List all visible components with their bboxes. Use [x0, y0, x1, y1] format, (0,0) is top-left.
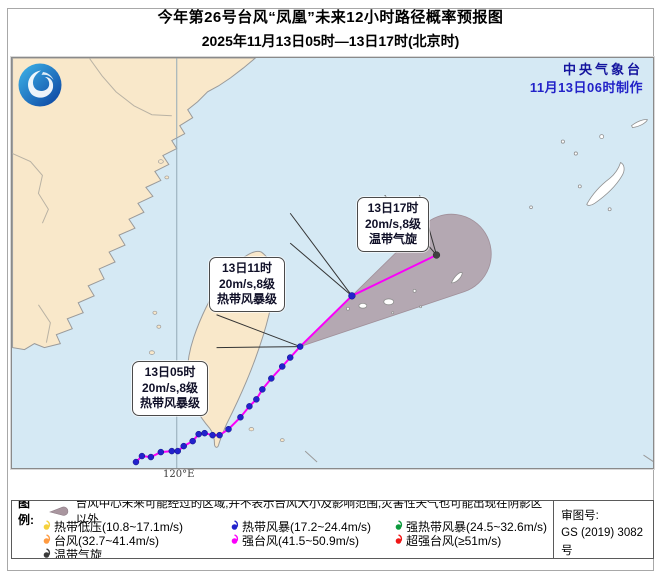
leader-line [289, 242, 353, 297]
track-point [209, 431, 216, 439]
legend-item: 强台风(41.5~50.9m/s) [230, 532, 394, 549]
typhoon-symbol-icon [43, 534, 51, 544]
legend-row: 台风(32.7~41.4m/s) 强台风(41.5~50.9m/s) 超强台风(≥5… [18, 532, 553, 549]
callout-wind: 20m/s,8级 [141, 380, 199, 395]
cone-swatch-icon [49, 506, 69, 516]
typhoon-symbol-icon [43, 520, 51, 530]
leader-line [216, 346, 301, 349]
forecast-point [348, 292, 356, 300]
legend-item: 强热带风暴(24.5~32.6m/s) [394, 518, 553, 535]
callout-category: 热带风暴级 [217, 292, 278, 307]
legend-cone-row: 图例: 台风中心未来可能经过的区域,并不表示台风大小及影响范围,灾害性天气也可能… [18, 501, 553, 527]
legend-row: 热带低压(10.8~17.1m/s) 热带风暴(17.2~24.4m/s) 强热带风… [18, 518, 553, 535]
legend-item-label: 温带气旋 [54, 547, 103, 559]
legend-caption: 图例: [18, 501, 34, 527]
track-point [296, 343, 304, 350]
callout-wind: 20m/s,8级 [365, 216, 422, 231]
typhoon-track [132, 251, 441, 466]
callout-time: 13日05时 [144, 365, 196, 379]
legend-item-label: 强台风(41.5~50.9m/s) [242, 533, 360, 548]
credit-label: 审图号: [561, 510, 599, 522]
track-point [279, 363, 286, 370]
legend-item: 热带风暴(17.2~24.4m/s) [230, 518, 394, 535]
track-point [201, 429, 208, 437]
forecast-final-point [432, 251, 441, 259]
meridian-label: 120°E [163, 469, 195, 480]
leader-line [289, 212, 353, 297]
track-point [157, 448, 165, 456]
callout-wind: 20m/s,8级 [218, 276, 276, 291]
credit-number: GS (2019) 3082号 [561, 527, 644, 557]
ryukyu-islands [529, 119, 649, 212]
typhoon-symbol-icon [395, 534, 403, 544]
callout-category: 热带风暴级 [140, 396, 201, 411]
legend-item-label: 热带风暴(17.2~24.4m/s) [242, 519, 372, 534]
typhoon-symbol-icon [43, 548, 51, 558]
track-point [189, 437, 196, 445]
callout-time: 13日11时 [221, 261, 273, 275]
agency-name: 中央气象台 [562, 62, 643, 77]
legend-item: 温带气旋 [42, 546, 230, 559]
track-point [253, 396, 260, 403]
legend-item-label: 强热带风暴(24.5~32.6m/s) [406, 519, 548, 534]
typhoon-symbol-icon [231, 534, 239, 544]
issue-time: 11月13日06时制作 [529, 79, 643, 95]
title-block: 今年第26号台风“凤凰”未来12小时路径概率预报图 2025年11月13日05时… [0, 6, 661, 51]
legend-row: 温带气旋 [18, 547, 553, 558]
legend-item: 台风(32.7~41.4m/s) [42, 532, 230, 549]
typhoon-symbol-icon [395, 520, 403, 530]
track-point [132, 458, 140, 466]
mainland-china [12, 58, 257, 351]
track-point [237, 414, 244, 421]
track-point [246, 403, 253, 410]
miyako-islands [346, 272, 463, 315]
legend-item: 超强台风(≥51m/s) [394, 532, 553, 549]
track-point [180, 442, 187, 450]
callout-time: 13日17时 [367, 201, 419, 215]
legend-items-area: 图例: 台风中心未来可能经过的区域,并不表示台风大小及影响范围,灾害性天气也可能… [12, 501, 553, 558]
callout-13d11h: 13日11时 20m/s,8级 热带风暴级 [209, 257, 286, 312]
boundary-segment [643, 454, 653, 463]
legend-item-label: 台风(32.7~41.4m/s) [54, 533, 160, 548]
track-point [168, 447, 176, 455]
track-point [195, 430, 202, 438]
forecast-probability-cone [299, 213, 492, 347]
track-point [259, 386, 266, 393]
basemap-svg [12, 58, 653, 468]
legend-item-label: 热带低压(10.8~17.1m/s) [54, 519, 184, 534]
track-point [225, 425, 232, 433]
track-point [147, 453, 155, 461]
callout-13d05h: 13日05时 20m/s,8级 热带风暴级 [132, 361, 209, 416]
map-credit-box: 审图号: GS (2019) 3082号 [553, 501, 653, 558]
track-point [216, 431, 223, 439]
agency-block: 中央气象台 11月13日06时制作 [530, 61, 643, 96]
track-point [138, 452, 146, 460]
track-point [268, 375, 275, 382]
track-point [286, 354, 294, 361]
province-boundary [88, 58, 172, 117]
track-point [174, 447, 181, 455]
leader-line [216, 314, 301, 348]
callout-category: 温带气旋 [369, 232, 418, 247]
cma-logo-icon [18, 63, 62, 107]
page-title: 今年第26号台风“凤凰”未来12小时路径概率预报图 [157, 9, 504, 26]
map-canvas: 中央气象台 11月13日06时制作 13日17时 20m/s,8级 温带气旋 1… [11, 57, 654, 469]
legend-panel: 图例: 台风中心未来可能经过的区域,并不表示台风大小及影响范围,灾害性天气也可能… [11, 500, 654, 559]
cone-note: 台风中心未来可能经过的区域,并不表示台风大小及影响范围,灾害性天气也可能出现在阴… [75, 501, 543, 526]
province-boundary [38, 304, 51, 343]
callout-13d17h: 13日17时 20m/s,8级 温带气旋 [357, 197, 430, 252]
legend-item: 热带低压(10.8~17.1m/s) [42, 518, 230, 535]
province-boundary [12, 153, 49, 224]
legend-item-label: 超强台风(≥51m/s) [406, 533, 502, 548]
boundary-segment [304, 450, 318, 463]
typhoon-symbol-icon [231, 520, 239, 530]
page-subtitle: 2025年11月13日05时—13日17时(北京时) [201, 33, 460, 49]
